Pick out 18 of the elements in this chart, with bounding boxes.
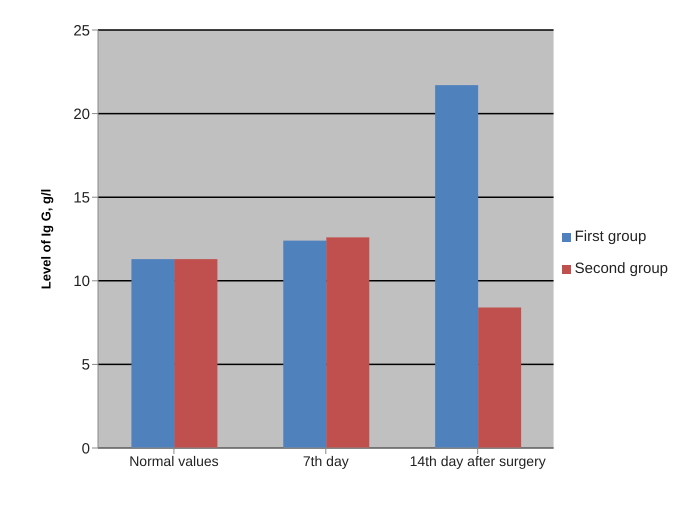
x-tick-label: Normal values xyxy=(129,452,219,469)
bar xyxy=(326,237,370,448)
legend-label: First group xyxy=(574,228,646,245)
y-tick-label: 5 xyxy=(82,356,90,374)
y-tick-label: 25 xyxy=(73,22,90,40)
legend-label: Second group xyxy=(574,260,668,277)
x-tick-label: 14th day after surgery xyxy=(410,452,546,469)
bar xyxy=(131,259,174,448)
y-tick-label: 15 xyxy=(73,190,90,207)
bar xyxy=(283,240,326,448)
bar xyxy=(174,259,218,448)
y-tick-label: 10 xyxy=(73,273,90,290)
y-axis-title: Level of Ig G, g/l xyxy=(38,188,54,290)
x-tick-label: 7th day xyxy=(302,452,349,469)
y-tick-label: 20 xyxy=(73,106,90,123)
bar xyxy=(435,85,478,448)
bar xyxy=(478,308,522,448)
y-tick-label: 0 xyxy=(82,440,90,458)
